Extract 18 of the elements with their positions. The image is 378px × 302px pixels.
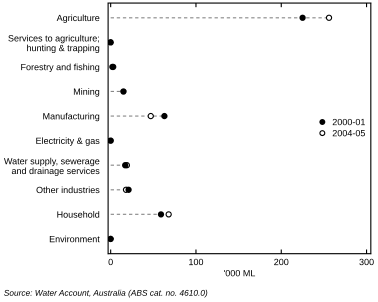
y-tick-label: Environment (50, 236, 100, 242)
y-tick-label: Forestry and fishing (21, 64, 100, 72)
y-tick-label: Services to agriculture; hunting & trapping (8, 34, 100, 53)
y-tick-label: Water supply, sewerage and drainage services (4, 158, 100, 176)
source-note: Source: Water Account, Australia (ABS cat. no. 4610.0) (4, 290, 208, 298)
x-tick-label: 300 (359, 258, 374, 266)
x-tick-label: 0 (108, 258, 113, 266)
x-tick-label: 200 (274, 258, 288, 266)
x-tick-label: 100 (189, 258, 204, 266)
legend-label: 2000-01 (332, 118, 365, 126)
y-tick-label: Agriculture (56, 14, 100, 23)
y-tick-label: Mining (74, 88, 100, 97)
x-axis-title: '000 ML (224, 270, 256, 276)
y-tick-label: Other industries (36, 186, 100, 194)
y-tick-label: Electricity & gas (36, 137, 100, 146)
y-tick-label: Household (57, 211, 100, 218)
legend-label: 2004-05 (332, 130, 366, 136)
y-tick-label: Manufacturing (43, 112, 100, 122)
